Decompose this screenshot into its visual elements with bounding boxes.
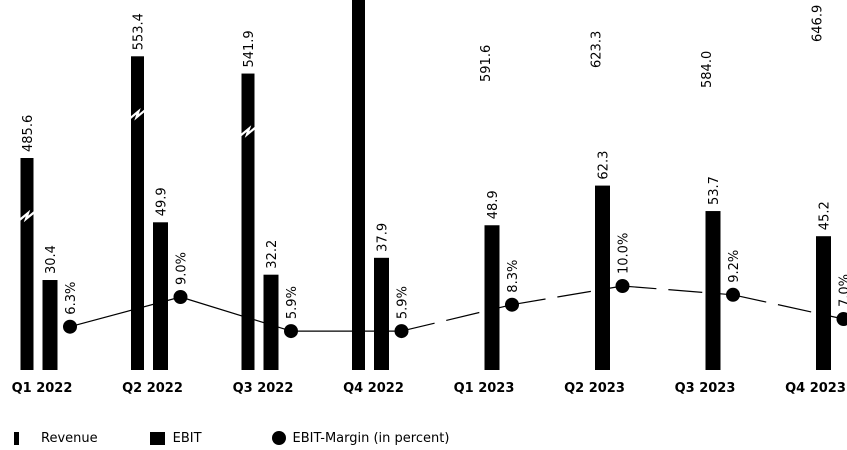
revenue-bar-q1-2022 xyxy=(20,158,34,370)
margin-point-q4-2022 xyxy=(394,324,409,339)
legend-label-revenue: Revenue xyxy=(41,430,98,446)
margin-label-q1-2023: 8.3% xyxy=(506,260,521,293)
axis-break-mark-q2-2022 xyxy=(129,108,146,121)
margin-line-segment-2 xyxy=(180,296,292,332)
axis-break-mark-q1-2022 xyxy=(18,209,36,223)
legend-item-revenue: Revenue xyxy=(14,431,98,446)
margin-line-layer xyxy=(63,279,847,339)
margin-line-segment-5 xyxy=(511,285,623,306)
ebit-bar-q3-2022 xyxy=(263,274,279,370)
margin-label-q4-2023: 7.0% xyxy=(838,274,847,307)
category-label-q2-2023: Q2 2023 xyxy=(564,381,625,396)
category-label-q1-2023: Q1 2023 xyxy=(454,381,515,396)
ebit-label-q1-2022: 30.4 xyxy=(44,245,59,274)
legend-item-ebit: EBIT xyxy=(149,430,202,446)
ebit-label-q3-2023: 53.7 xyxy=(707,176,722,205)
margin-label-q2-2022: 9.0% xyxy=(175,252,190,285)
ebit-label-q3-2022: 32.2 xyxy=(265,240,280,269)
ebit-bar-q4-2022 xyxy=(374,257,389,370)
margin-point-q3-2022 xyxy=(284,324,298,339)
ebit-label-q2-2022: 49.9 xyxy=(155,187,170,216)
bars-layer xyxy=(18,0,831,371)
margin-label-q2-2023: 10.0% xyxy=(617,233,632,274)
ebit-bar-q3-2023 xyxy=(705,211,721,370)
ebit-swatch-icon xyxy=(149,431,165,445)
axis-break-mark-q3-2022 xyxy=(239,125,257,138)
revenue-label-q3-2023: 584.0 xyxy=(700,51,715,88)
revenue-bar-q3-2022 xyxy=(241,73,255,371)
legend: Revenue EBIT EBIT-Margin (in percent) xyxy=(14,428,501,448)
revenue-label-q4-2023: 646.9 xyxy=(811,5,826,42)
margin-line-segment-7 xyxy=(732,294,844,320)
category-label-q2-2022: Q2 2022 xyxy=(122,381,183,396)
ebit-bar-q4-2023 xyxy=(816,236,831,370)
category-label-q4-2022: Q4 2022 xyxy=(343,381,404,396)
chart-svg: 485.6 30.4 Q1 2022 553.4 49.9 Q2 2022 541.9 32.… xyxy=(12,0,847,396)
margin-label-q1-2022: 6.3% xyxy=(64,282,79,315)
margin-dot-icon xyxy=(271,431,286,445)
margin-line-segment-4 xyxy=(401,304,513,332)
revenue-label-q1-2023: 591.6 xyxy=(479,45,494,82)
margin-line-segment-6 xyxy=(622,285,734,296)
margin-point-q2-2022 xyxy=(173,290,188,304)
margin-label-q4-2022: 5.9% xyxy=(396,286,411,319)
margin-point-q4-2023 xyxy=(836,312,847,326)
margin-point-q1-2022 xyxy=(63,319,77,334)
category-label-q1-2022: Q1 2022 xyxy=(12,381,73,396)
revenue-bar-q4-2022 xyxy=(352,0,365,370)
category-label-q3-2022: Q3 2022 xyxy=(233,381,294,396)
revenue-label-q3-2022: 541.9 xyxy=(242,30,257,67)
margin-line-segment-1 xyxy=(69,296,181,328)
legend-label-margin: EBIT-Margin (in percent) xyxy=(292,430,450,446)
category-label-q3-2023: Q3 2023 xyxy=(675,381,736,396)
ebit-label-q4-2022: 37.9 xyxy=(376,223,391,252)
labels-layer: 485.6 30.4 Q1 2022 553.4 49.9 Q2 2022 541.9 32.… xyxy=(12,5,847,396)
ebit-label-q2-2023: 62.3 xyxy=(597,151,612,180)
margin-point-q1-2023 xyxy=(505,297,519,312)
ebit-bar-q1-2023 xyxy=(484,225,500,370)
ebit-bar-q2-2023 xyxy=(595,185,610,370)
legend-item-margin: EBIT-Margin (in percent) xyxy=(271,430,450,446)
margin-label-q3-2023: 9.2% xyxy=(727,250,742,283)
revenue-bar-q2-2022 xyxy=(131,56,144,371)
revenue-swatch-icon xyxy=(14,431,19,445)
category-label-q4-2023: Q4 2023 xyxy=(785,381,846,396)
ebit-bar-q2-2022 xyxy=(153,222,168,370)
revenue-label-q2-2023: 623.3 xyxy=(590,31,605,68)
revenue-label-q2-2022: 553.4 xyxy=(132,13,147,50)
ebit-bar-q1-2022 xyxy=(42,280,58,370)
ebit-label-q1-2023: 48.9 xyxy=(486,190,501,219)
margin-label-q3-2022: 5.9% xyxy=(285,286,300,319)
legend-label-ebit: EBIT xyxy=(172,430,202,446)
margin-point-q2-2023 xyxy=(615,279,630,293)
revenue-label-q1-2022: 485.6 xyxy=(21,115,36,152)
margin-point-q3-2023 xyxy=(726,287,740,302)
ebit-label-q4-2023: 45.2 xyxy=(818,201,833,230)
